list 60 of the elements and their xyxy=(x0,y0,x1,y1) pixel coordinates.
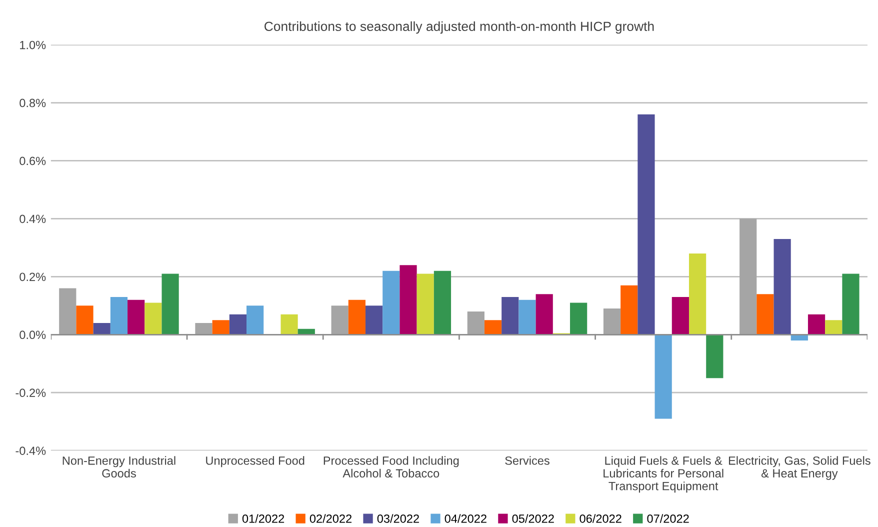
bar xyxy=(620,285,638,335)
bar xyxy=(740,218,757,335)
y-tick-label: -0.4% xyxy=(16,446,46,455)
y-tick-label: -0.2% xyxy=(16,388,46,398)
y-tick-label: 0.4% xyxy=(20,214,46,224)
bar xyxy=(842,274,860,335)
bar xyxy=(434,270,452,335)
legend-label: 03/2022 xyxy=(377,514,419,523)
bar xyxy=(382,270,400,335)
bar xyxy=(59,288,76,335)
bar xyxy=(348,300,366,335)
legend-label: 06/2022 xyxy=(580,514,622,523)
legend-label: 04/2022 xyxy=(444,514,486,523)
bar xyxy=(638,114,655,335)
bar xyxy=(162,274,179,335)
bar xyxy=(774,238,791,335)
y-tick-label: 0.8% xyxy=(20,98,46,108)
bar xyxy=(144,302,162,335)
legend-label: 02/2022 xyxy=(310,514,352,523)
legend-label: 01/2022 xyxy=(242,514,284,523)
bar xyxy=(331,306,348,335)
legend-label: 07/2022 xyxy=(647,514,689,523)
bar xyxy=(246,306,264,335)
bar xyxy=(825,320,842,335)
bar xyxy=(484,320,502,335)
y-tick-label: 0.2% xyxy=(20,272,46,282)
bar xyxy=(808,314,826,335)
x-tick-label: Services xyxy=(505,456,550,465)
bar xyxy=(502,296,519,335)
bar xyxy=(212,320,230,335)
bar xyxy=(603,308,621,335)
y-tick-label: 0.0% xyxy=(20,330,46,340)
x-tick-label: Processed Food Including Alcohol & Tobacco xyxy=(324,456,459,478)
bar xyxy=(688,253,706,335)
bar xyxy=(400,265,417,335)
bar xyxy=(570,302,588,335)
bar xyxy=(706,334,724,378)
bar xyxy=(467,311,484,335)
bar xyxy=(518,300,536,335)
bar xyxy=(93,323,110,335)
chart-title: Contributions to seasonally adjusted month-on-month HICP growth xyxy=(264,21,654,34)
bar xyxy=(654,334,672,419)
bar xyxy=(536,294,553,335)
x-tick-label: Unprocessed Food xyxy=(206,456,304,468)
y-tick-label: 1.0% xyxy=(20,40,46,50)
x-tick-label: Non-Energy Industrial Goods xyxy=(62,456,176,478)
bar xyxy=(756,294,774,335)
x-tick-label: Electricity, Gas, Solid Fuels & Heat Energy xyxy=(728,456,870,480)
bar xyxy=(365,306,383,335)
bar xyxy=(229,314,247,335)
legend-label: 05/2022 xyxy=(512,514,554,523)
bar xyxy=(128,300,145,335)
bar xyxy=(76,306,94,335)
x-tick-label: Liquid Fuels & Fuels & Lubricants for Personal Transport Equipment xyxy=(604,456,724,493)
bar xyxy=(110,296,128,335)
bar xyxy=(416,274,434,335)
bar xyxy=(672,296,689,335)
bar xyxy=(280,314,298,335)
bar xyxy=(195,323,212,335)
y-tick-label: 0.6% xyxy=(20,156,46,166)
